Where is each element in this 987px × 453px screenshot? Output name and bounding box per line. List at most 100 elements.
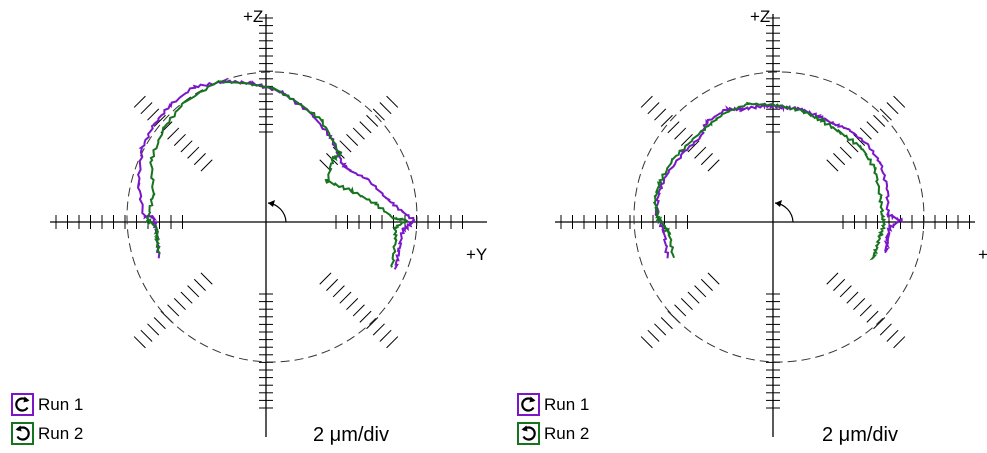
hatch-mark xyxy=(180,140,193,153)
hatch-mark xyxy=(366,114,379,127)
rotation-arrowhead xyxy=(268,200,275,207)
legend-label: Run 1 xyxy=(544,395,589,414)
hatch-mark xyxy=(346,298,359,311)
hatch-mark xyxy=(386,336,399,349)
counterclockwise-arrow-icon xyxy=(521,425,536,441)
clockwise-arrow-icon xyxy=(15,396,30,412)
hatch-mark xyxy=(193,278,206,291)
hatch-mark xyxy=(187,285,200,298)
hatch-mark xyxy=(332,146,345,159)
hatch-mark xyxy=(386,95,399,108)
hatch-mark xyxy=(826,272,839,285)
hatch-mark xyxy=(660,114,673,127)
hatch-mark xyxy=(707,272,720,285)
hatch-mark xyxy=(707,159,720,172)
hatch-mark xyxy=(352,304,365,317)
hatch-mark xyxy=(839,146,852,159)
counterclockwise-arrow-icon xyxy=(15,425,30,441)
horizontal-axis-label: +Y xyxy=(466,245,487,264)
hatch-mark xyxy=(674,127,687,140)
hatch-mark xyxy=(133,95,146,108)
reference-circle xyxy=(126,71,418,363)
hatch-mark xyxy=(173,133,186,146)
hatch-mark xyxy=(647,329,660,342)
hatch-mark xyxy=(680,298,693,311)
hatch-mark xyxy=(193,153,206,166)
hatch-mark xyxy=(654,108,667,121)
hatch-mark xyxy=(873,317,886,330)
arrowhead xyxy=(529,396,536,403)
hatch-mark xyxy=(187,146,200,159)
legend-item-run-2: Run 2 xyxy=(517,422,589,445)
series-trace-run-2 xyxy=(144,79,409,268)
arrowhead xyxy=(23,396,30,403)
scale-label: 2 μm/div xyxy=(822,424,898,446)
hatch-mark xyxy=(147,108,160,121)
reference-circle xyxy=(633,71,925,363)
hatch-mark xyxy=(700,153,713,166)
hatch-mark xyxy=(674,304,687,317)
series-trace-run-1 xyxy=(654,102,903,259)
hatch-mark xyxy=(339,291,352,304)
legend-item-run-1: Run 1 xyxy=(11,393,83,416)
hatch-mark xyxy=(833,153,846,166)
legend-swatch xyxy=(517,422,540,445)
hatch-mark xyxy=(866,310,879,323)
scale-label: 2 μm/div xyxy=(313,424,389,446)
hatch-mark xyxy=(167,127,180,140)
horizontal-axis-label: + xyxy=(978,245,987,264)
series-trace-run-1 xyxy=(136,77,416,270)
rotation-arrowhead xyxy=(775,200,782,207)
hatch-mark xyxy=(833,278,846,291)
hatch-mark xyxy=(660,317,673,330)
hatch-mark xyxy=(359,121,372,134)
hatch-mark xyxy=(372,108,385,121)
hatch-mark xyxy=(133,336,146,349)
hatch-mark xyxy=(853,133,866,146)
hatch-mark xyxy=(379,329,392,342)
legend-swatch xyxy=(517,393,540,416)
hatch-mark xyxy=(826,159,839,172)
vertical-axis-label: +Z xyxy=(750,7,770,26)
vertical-axis-label: +Z xyxy=(243,7,263,26)
hatch-mark xyxy=(640,95,653,108)
legend-label: Run 2 xyxy=(38,424,83,443)
hatch-mark xyxy=(893,95,906,108)
rotation-arrow xyxy=(774,202,794,223)
hatch-mark xyxy=(694,285,707,298)
hatch-mark xyxy=(326,278,339,291)
hatch-mark xyxy=(339,140,352,153)
hatch-mark xyxy=(200,272,213,285)
hatch-mark xyxy=(180,291,193,304)
hatch-mark xyxy=(700,278,713,291)
hatch-mark xyxy=(846,291,859,304)
hatch-mark xyxy=(839,285,852,298)
hatch-mark xyxy=(886,102,899,115)
arrowhead xyxy=(521,425,528,432)
hatch-mark xyxy=(846,140,859,153)
hatch-mark xyxy=(859,304,872,317)
hatch-mark xyxy=(886,329,899,342)
hatch-mark xyxy=(379,102,392,115)
hatch-mark xyxy=(654,323,667,336)
hatch-mark xyxy=(167,304,180,317)
legend-swatch xyxy=(11,393,34,416)
rotation-arrow xyxy=(267,202,287,223)
legend-label: Run 1 xyxy=(38,395,83,414)
hatch-mark xyxy=(687,140,700,153)
hatch-mark xyxy=(147,323,160,336)
hatch-mark xyxy=(694,146,707,159)
hatch-mark xyxy=(687,291,700,304)
polar-plot-2: +Z +2 μm/div Run 1 Run 2 xyxy=(517,7,987,446)
hatch-mark xyxy=(667,121,680,134)
hatch-mark xyxy=(647,102,660,115)
legend-item-run-2: Run 2 xyxy=(11,422,83,445)
hatch-mark xyxy=(140,329,153,342)
hatch-mark xyxy=(680,133,693,146)
hatch-mark xyxy=(352,127,365,140)
hatch-mark xyxy=(319,272,332,285)
hatch-mark xyxy=(879,108,892,121)
polar-plot-1: +Z +Y 2 μm/div Run 1 Run 2 xyxy=(11,7,487,446)
hatch-mark xyxy=(866,121,879,134)
